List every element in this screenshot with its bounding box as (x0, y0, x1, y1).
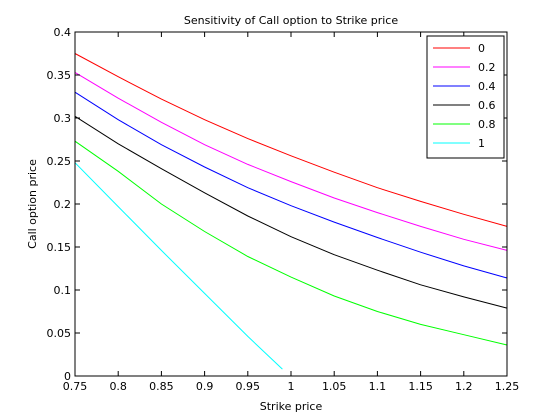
y-tick-label: 0.35 (47, 69, 72, 82)
y-tick-label: 0.15 (47, 241, 72, 254)
legend: 0 0.2 0.4 0.6 0.8 1 (426, 35, 505, 159)
legend-entry-label: 0.4 (478, 80, 496, 93)
x-tick-label: 1.25 (495, 380, 520, 393)
y-tick-label: 0.1 (54, 284, 72, 297)
tick-layer: 0.75 0.8 0.85 0.9 0.95 1 1.05 1.1 1.15 1.2 1.25 0 0.… (47, 26, 520, 393)
x-tick-label: 1.05 (322, 380, 347, 393)
y-tick-label: 0.25 (47, 155, 72, 168)
y-axis-label: Call option price (26, 159, 39, 249)
series-line-5 (74, 162, 283, 370)
series-line-0 (74, 53, 508, 227)
series-line-2 (74, 91, 508, 279)
x-tick-label: 0.75 (63, 380, 88, 393)
series-layer (74, 53, 508, 370)
y-tick-label: 0.2 (54, 198, 72, 211)
x-axis-label: Strike price (260, 400, 323, 413)
legend-entry-label: 0.8 (478, 118, 496, 131)
chart-title: Sensitivity of Call option to Strike pri… (184, 14, 398, 27)
x-tick-label: 1.2 (455, 380, 473, 393)
series-line-1 (74, 71, 508, 251)
legend-entry-label: 1 (478, 137, 485, 150)
series-line-3 (74, 115, 508, 309)
legend-entry-label: 0.2 (478, 61, 496, 74)
x-tick-label: 1.15 (408, 380, 433, 393)
x-tick-label: 1.1 (369, 380, 387, 393)
legend-box (426, 35, 505, 159)
y-tick-label: 0.4 (54, 26, 72, 39)
x-tick-label: 0.9 (196, 380, 214, 393)
y-tick-label: 0.3 (54, 112, 72, 125)
series-line-4 (74, 140, 508, 346)
y-tick-label: 0.05 (47, 327, 72, 340)
x-tick-label: 1 (288, 380, 295, 393)
y-tick-label: 0 (64, 370, 71, 383)
x-tick-label: 0.95 (236, 380, 261, 393)
x-tick-label: 0.85 (149, 380, 174, 393)
legend-entry-label: 0 (478, 42, 485, 55)
x-tick-label: 0.8 (109, 380, 127, 393)
legend-entry-label: 0.6 (478, 99, 496, 112)
